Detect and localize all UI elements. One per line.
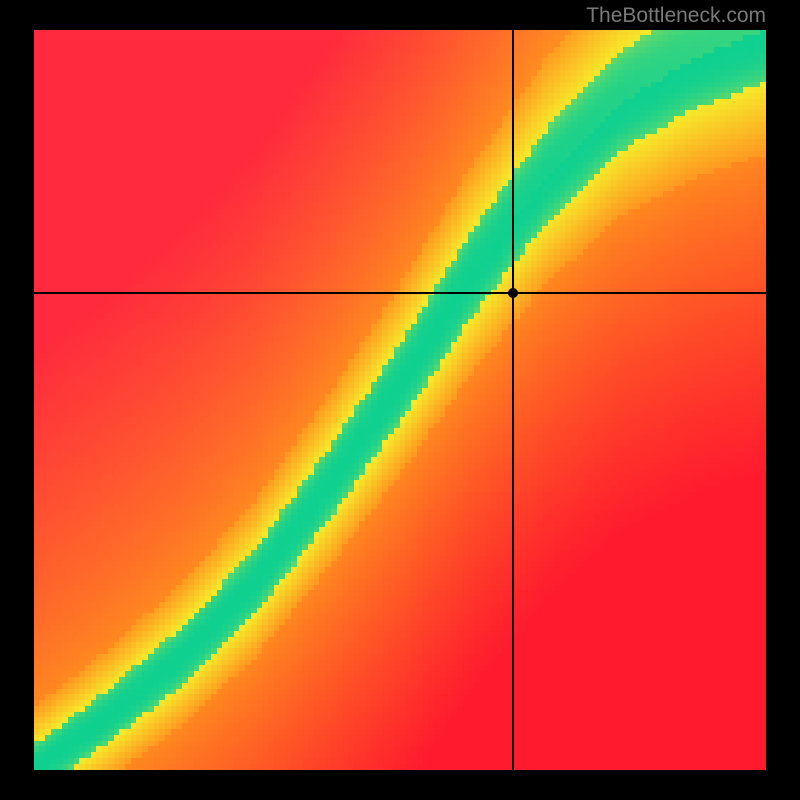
crosshair-horizontal [34,292,766,294]
heatmap-canvas [34,30,766,770]
crosshair-vertical [512,30,514,770]
chart-container: TheBottleneck.com [0,0,800,800]
watermark-text: TheBottleneck.com [586,4,766,28]
crosshair-marker [508,288,518,298]
plot-area [34,30,766,770]
